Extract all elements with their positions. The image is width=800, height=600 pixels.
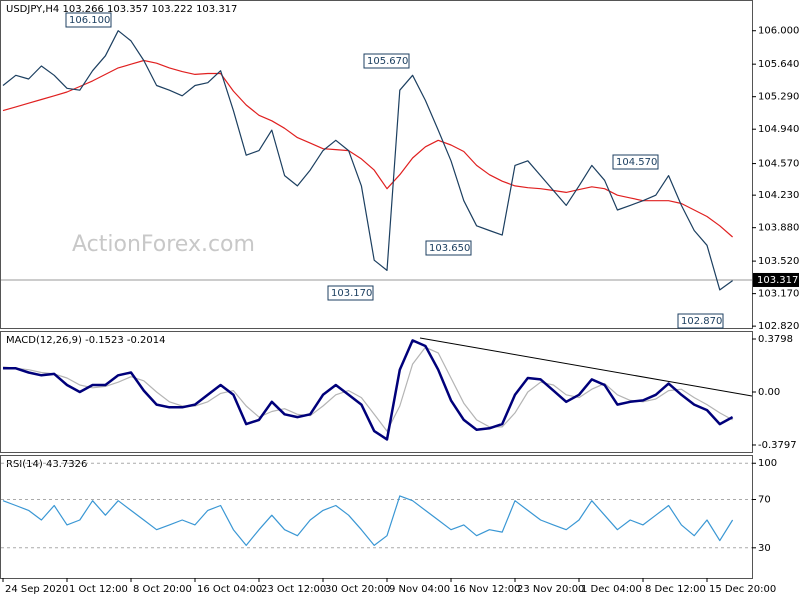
x-tick-label: 23 Oct 12:00 [261, 584, 326, 595]
rsi-pane [0, 455, 753, 579]
x-tick-label: 16 Nov 12:00 [453, 584, 520, 595]
y-tick-label: 104.940 [758, 124, 799, 135]
y-tick-label: 103.520 [758, 256, 799, 267]
y-tick-label: -0.3797 [758, 440, 797, 451]
annotation: 102.870 [681, 316, 722, 327]
y-tick-label: 70 [758, 494, 771, 505]
annotation: 106.100 [69, 15, 110, 26]
y-tick-label: 102.820 [758, 321, 799, 332]
annotation: 104.570 [616, 157, 657, 168]
series-line [2, 59, 733, 238]
last-price-label: 103.317 [757, 275, 798, 286]
annotation: 105.670 [367, 56, 408, 67]
y-tick-label: 103.170 [758, 289, 799, 300]
x-tick-label: 8 Oct 20:00 [133, 584, 192, 595]
x-tick-label: 8 Dec 12:00 [645, 584, 706, 595]
y-tick-label: 106.000 [758, 26, 799, 37]
x-tick-label: 9 Nov 04:00 [389, 584, 450, 595]
y-tick-label: 104.570 [758, 159, 799, 170]
series-line [3, 339, 734, 441]
x-tick-label: 1 Dec 04:00 [581, 584, 642, 595]
y-tick-label: 0.00 [758, 387, 780, 398]
price-title: USDJPY,H4 103.266 103.357 103.222 103.31… [6, 4, 237, 15]
y-tick-label: 104.230 [758, 190, 799, 201]
x-tick-label: 24 Sep 2020 [5, 584, 68, 595]
x-tick-label: 16 Oct 04:00 [197, 584, 262, 595]
y-tick-label: 105.290 [758, 92, 799, 103]
annotation: 103.650 [429, 243, 470, 254]
x-tick-label: 30 Oct 20:00 [325, 584, 390, 595]
annotation-box [612, 154, 659, 170]
watermark: ActionForex.com [72, 232, 255, 257]
y-tick-label: 100 [758, 458, 777, 469]
series-line [2, 495, 734, 546]
last-price-box [753, 272, 799, 287]
annotation-box [677, 313, 724, 329]
series-line [2, 30, 733, 291]
y-tick-label: 105.640 [758, 59, 799, 70]
rsi-title: RSI(14) 43.7326 [6, 459, 87, 470]
macd-title: MACD(12,26,9) -0.1523 -0.2014 [6, 335, 166, 346]
y-tick-label: 0.3798 [758, 334, 793, 345]
y-tick-label: 103.880 [758, 223, 799, 234]
x-tick-label: 1 Oct 12:00 [69, 584, 128, 595]
annotation-box [327, 285, 374, 301]
annotation-box [425, 240, 472, 256]
x-tick-label: 23 Nov 20:00 [517, 584, 584, 595]
trend-line [419, 337, 753, 397]
annotation: 103.170 [331, 288, 372, 299]
macd-pane [0, 331, 753, 453]
annotation-box [363, 53, 410, 69]
x-tick-label: 15 Dec 20:00 [709, 584, 776, 595]
price-pane [0, 0, 753, 329]
annotation-box [65, 12, 112, 28]
y-tick-label: 30 [758, 543, 771, 554]
series-line [2, 346, 733, 432]
